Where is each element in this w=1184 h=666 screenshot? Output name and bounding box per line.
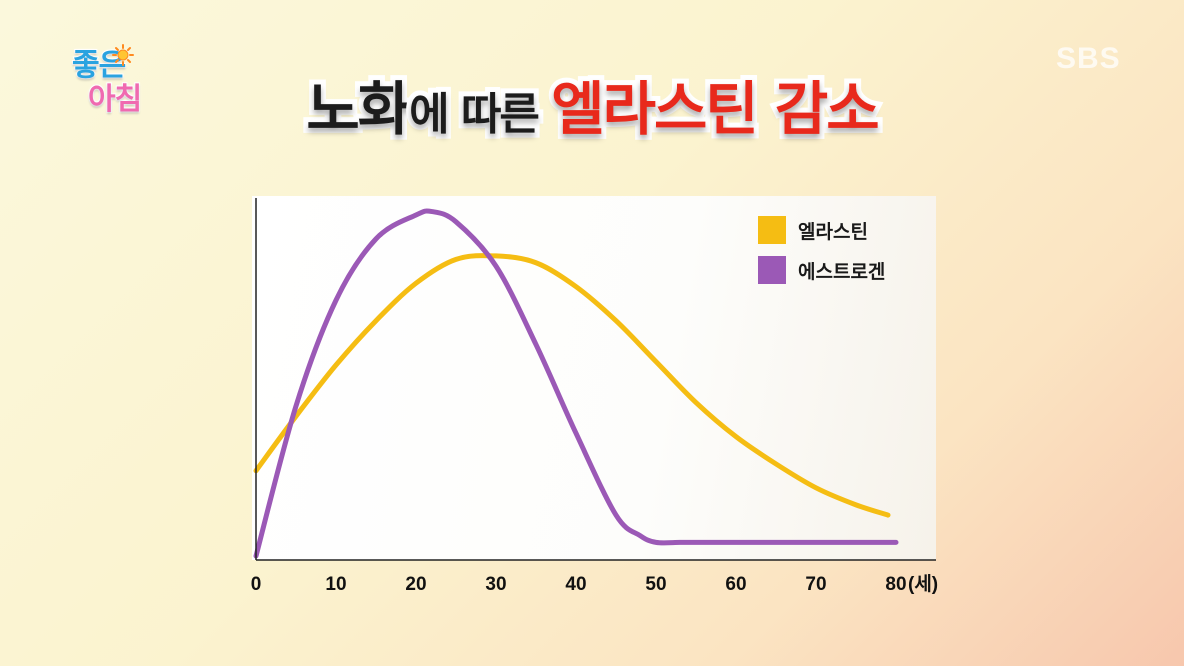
logo-text-bottom: 아침 — [87, 81, 143, 118]
broadcaster-watermark: SBS — [1056, 42, 1121, 75]
x-tick-label: 60 — [725, 574, 746, 595]
program-logo: 좋은 아침 — [62, 38, 162, 118]
chart-panel — [252, 196, 936, 560]
x-tick-label: 10 — [325, 574, 346, 595]
legend-label: 엘라스틴 — [798, 221, 868, 243]
title-part-1: 노화 — [301, 70, 416, 148]
sun-icon — [112, 44, 134, 66]
legend-label: 에스트로겐 — [798, 261, 885, 283]
series-line-1 — [253, 253, 891, 518]
x-tick-label: 0 — [251, 574, 262, 595]
legend-swatch — [758, 216, 786, 244]
x-tick-label: 30 — [485, 574, 506, 595]
x-tick-label: 50 — [645, 574, 666, 595]
title-part-3: 엘라스틴 감소 — [546, 70, 884, 148]
x-axis-unit: (세) — [908, 573, 938, 595]
x-tick-label: 40 — [565, 574, 586, 595]
page-title: 노화에 따른 엘라스틴 감소 — [0, 62, 1184, 148]
x-tick-label: 80 — [885, 574, 906, 595]
series-line-2 — [253, 208, 899, 559]
x-tick-label: 20 — [405, 574, 426, 595]
title-part-2: 에 따른 — [404, 84, 552, 145]
legend-swatch — [758, 256, 786, 284]
x-tick-label: 70 — [805, 574, 826, 595]
